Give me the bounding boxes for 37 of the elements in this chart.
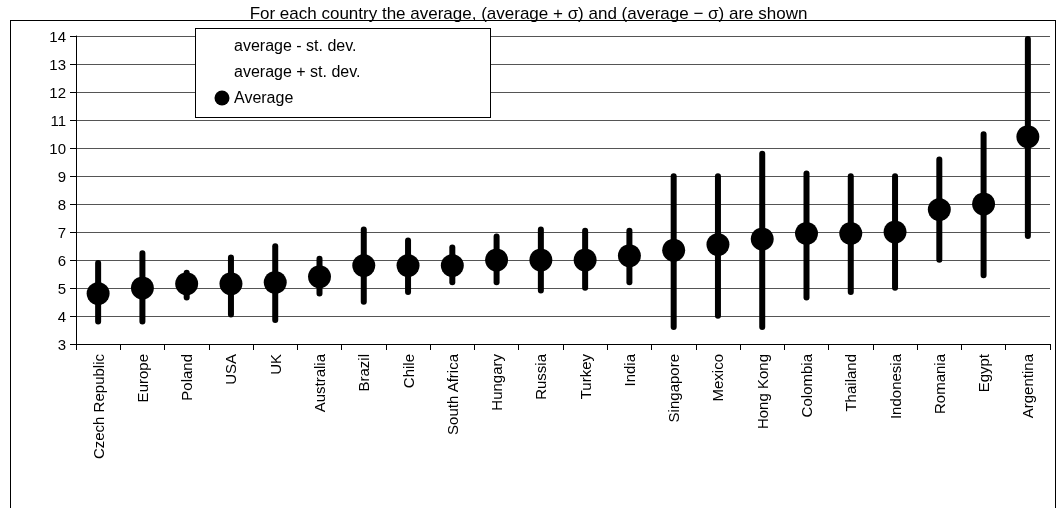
y-tick-label: 11 [50,111,66,129]
x-tick-label: Australia [311,353,328,413]
y-tick-label: 10 [49,139,66,157]
x-tick-label: Colombia [798,353,815,418]
x-tick-label: Brazil [355,354,373,392]
x-tick-label: Hong Kong [753,354,771,430]
x-tick-label: UK [266,354,284,375]
chart-title: For each country the average, (average + σ) and (average − σ) are shown [249,4,808,23]
x-tick-label: South Africa [443,353,461,435]
x-tick-label: Hungary [488,353,506,411]
x-tick-label: Turkey [576,353,594,400]
x-tick-label: Chile [399,354,417,389]
x-tick-label: India [620,353,638,387]
y-tick-label: 13 [49,55,66,73]
x-tick-label: Europe [133,354,151,403]
x-tick-label: Mexico [709,354,727,402]
x-tick-label: Czech Republic [89,353,107,460]
x-tick-label: USA [222,354,240,385]
x-tick-label: Argentina [1019,353,1037,419]
y-tick-label: 14 [49,27,66,45]
legend-label: Average [234,89,294,107]
legend-box: average - st. dev. average + st. dev. Average [195,28,492,118]
x-tick-label: Indonesia [886,353,904,420]
x-tick-label: Singapore [665,354,683,423]
y-tick-label: 6 [57,251,66,269]
x-tick-label: Poland [178,354,196,401]
x-tick-label: Thailand [842,354,860,412]
x-tick-label: Russia [532,353,550,400]
x-tick-label: Egypt [975,353,993,393]
y-tick-label: 4 [57,307,66,325]
y-tick-label: 9 [57,167,66,185]
x-tick-label: Romania [930,353,948,415]
y-tick-label: 8 [57,195,66,213]
y-tick-label: 12 [49,83,66,101]
y-tick-label: 3 [57,335,66,353]
y-tick-label: 7 [57,223,66,241]
y-tick-label: 5 [57,279,66,297]
